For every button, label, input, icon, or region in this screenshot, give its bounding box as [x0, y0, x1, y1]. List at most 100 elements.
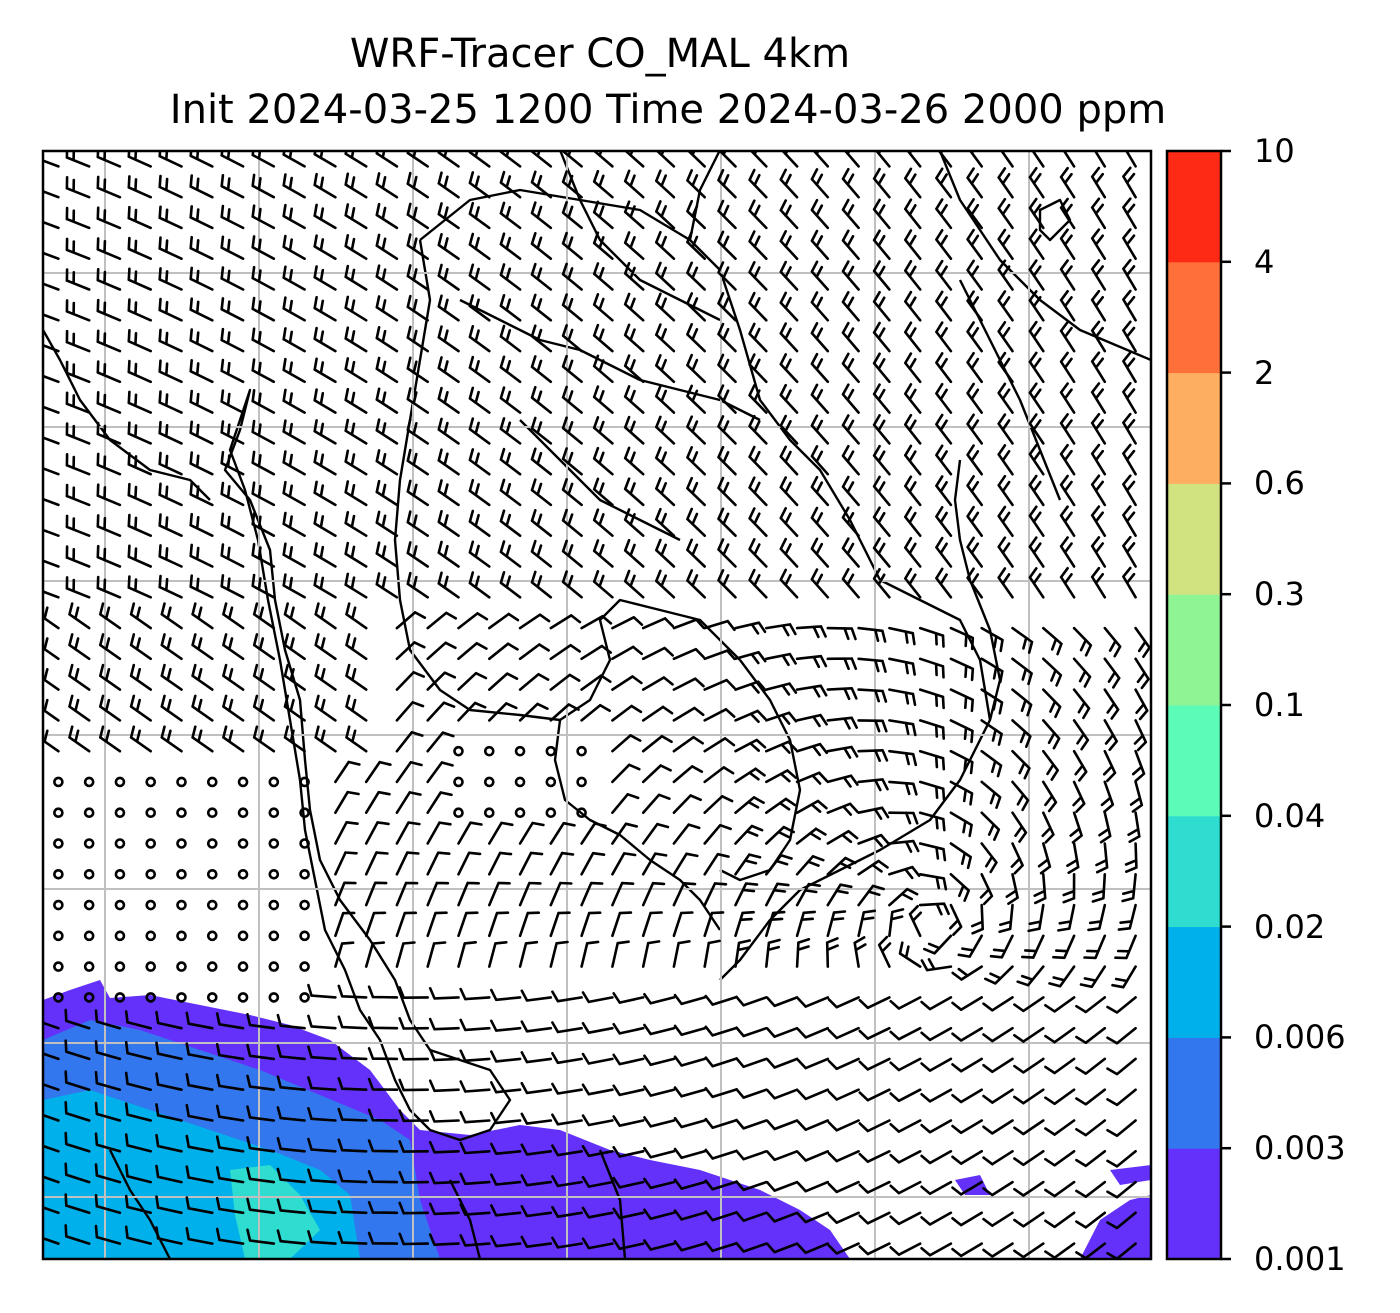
wind-barb	[437, 571, 460, 599]
wind-barb	[1041, 811, 1055, 844]
wind-barb	[1122, 474, 1137, 507]
wind-barb	[158, 151, 183, 168]
wind-barb	[672, 940, 691, 968]
wind-barb	[935, 352, 953, 384]
wind-barb	[889, 1088, 922, 1103]
calm-wind-marker	[53, 838, 64, 849]
wind-barb	[155, 1195, 183, 1215]
wind-barb	[518, 821, 545, 845]
calm-wind-marker	[453, 776, 464, 788]
wind-barb	[1072, 780, 1086, 813]
wind-barb	[406, 264, 429, 291]
calm-wind-marker	[299, 961, 310, 972]
wind-barb	[220, 358, 245, 384]
wind-barb	[872, 260, 891, 291]
wind-barb	[367, 1200, 399, 1215]
wind-barb	[766, 1150, 799, 1162]
wind-barb	[220, 266, 245, 291]
wind-barb	[549, 821, 576, 845]
wind-barb	[765, 797, 797, 814]
wind-barb	[918, 873, 948, 891]
wind-barb	[68, 633, 91, 661]
wind-barb	[717, 445, 737, 476]
wind-barb	[888, 626, 916, 646]
wind-barb	[641, 617, 675, 630]
wind-barb	[344, 480, 368, 507]
wind-barb	[1117, 903, 1137, 931]
calm-wind-marker	[514, 745, 526, 757]
wind-barb	[398, 1017, 429, 1030]
wind-barb	[877, 935, 892, 968]
wind-barb	[1106, 1119, 1137, 1137]
wind-barb	[155, 1010, 183, 1030]
wind-barb	[872, 229, 891, 260]
wind-barb	[1069, 811, 1083, 844]
calm-wind-marker	[514, 776, 526, 788]
wind-barb	[592, 570, 614, 599]
wind-barb	[43, 1052, 60, 1061]
wind-barb	[283, 633, 306, 661]
wind-barb	[375, 233, 399, 260]
wind-barb	[189, 328, 214, 353]
wind-barb	[686, 415, 706, 445]
calm-wind-marker	[299, 807, 310, 819]
wind-barb	[1090, 197, 1107, 230]
wind-barb	[282, 573, 306, 599]
wind-barb	[457, 941, 477, 968]
wind-barb	[904, 198, 922, 230]
wind-barb	[796, 1088, 830, 1101]
wind-barb	[997, 259, 1014, 291]
wind-barb	[530, 262, 553, 291]
wind-barb	[246, 1043, 276, 1061]
wind-barb	[459, 1110, 491, 1124]
wind-barb	[641, 852, 668, 876]
wind-barb	[949, 749, 974, 775]
wind-barb	[406, 325, 429, 353]
border-interior-2	[459, 298, 601, 362]
wind-barb	[717, 415, 737, 445]
wind-barb	[827, 1242, 860, 1255]
wind-barb	[655, 477, 676, 507]
wind-barb	[643, 1177, 676, 1190]
wind-barb	[703, 708, 736, 722]
calm-wind-marker	[114, 868, 126, 880]
wind-barb	[307, 1137, 337, 1153]
wind-barb	[124, 1071, 152, 1091]
wind-barb	[857, 884, 885, 907]
wind-barb	[888, 908, 905, 938]
wind-barb	[127, 267, 152, 291]
wind-barb	[276, 1075, 306, 1091]
map-panel	[43, 151, 1151, 1259]
wind-barb	[488, 881, 511, 907]
wind-barb	[398, 1201, 429, 1215]
colorbar-tick-label: 10	[1254, 132, 1295, 170]
wind-barb	[220, 235, 245, 260]
wind-barb	[655, 151, 676, 168]
wind-barb	[499, 170, 522, 199]
wind-barb	[96, 391, 122, 414]
wind-barb	[549, 643, 581, 661]
wind-barb	[889, 1242, 922, 1256]
wind-barb	[189, 174, 214, 199]
wind-barb	[276, 1167, 306, 1184]
wind-barb	[984, 965, 1014, 985]
wind-barb	[428, 987, 460, 1000]
wind-barb	[398, 1232, 429, 1246]
wind-barb	[222, 725, 245, 753]
wind-barb	[124, 1164, 152, 1184]
wind-barb	[827, 1180, 860, 1194]
wind-barb	[889, 1150, 922, 1164]
wind-barb	[980, 719, 1003, 746]
wind-barb	[966, 198, 983, 230]
calm-wind-marker	[545, 776, 557, 788]
wind-barb	[1075, 996, 1107, 1014]
wind-barb	[215, 1196, 245, 1215]
wind-barb	[68, 663, 91, 691]
wind-barb	[252, 725, 276, 753]
wind-barb	[437, 202, 460, 230]
wind-barb	[222, 694, 245, 722]
wind-barb	[191, 602, 214, 630]
wind-barb	[246, 1136, 276, 1153]
wind-barb	[313, 388, 337, 414]
wind-barb	[64, 1008, 91, 1030]
